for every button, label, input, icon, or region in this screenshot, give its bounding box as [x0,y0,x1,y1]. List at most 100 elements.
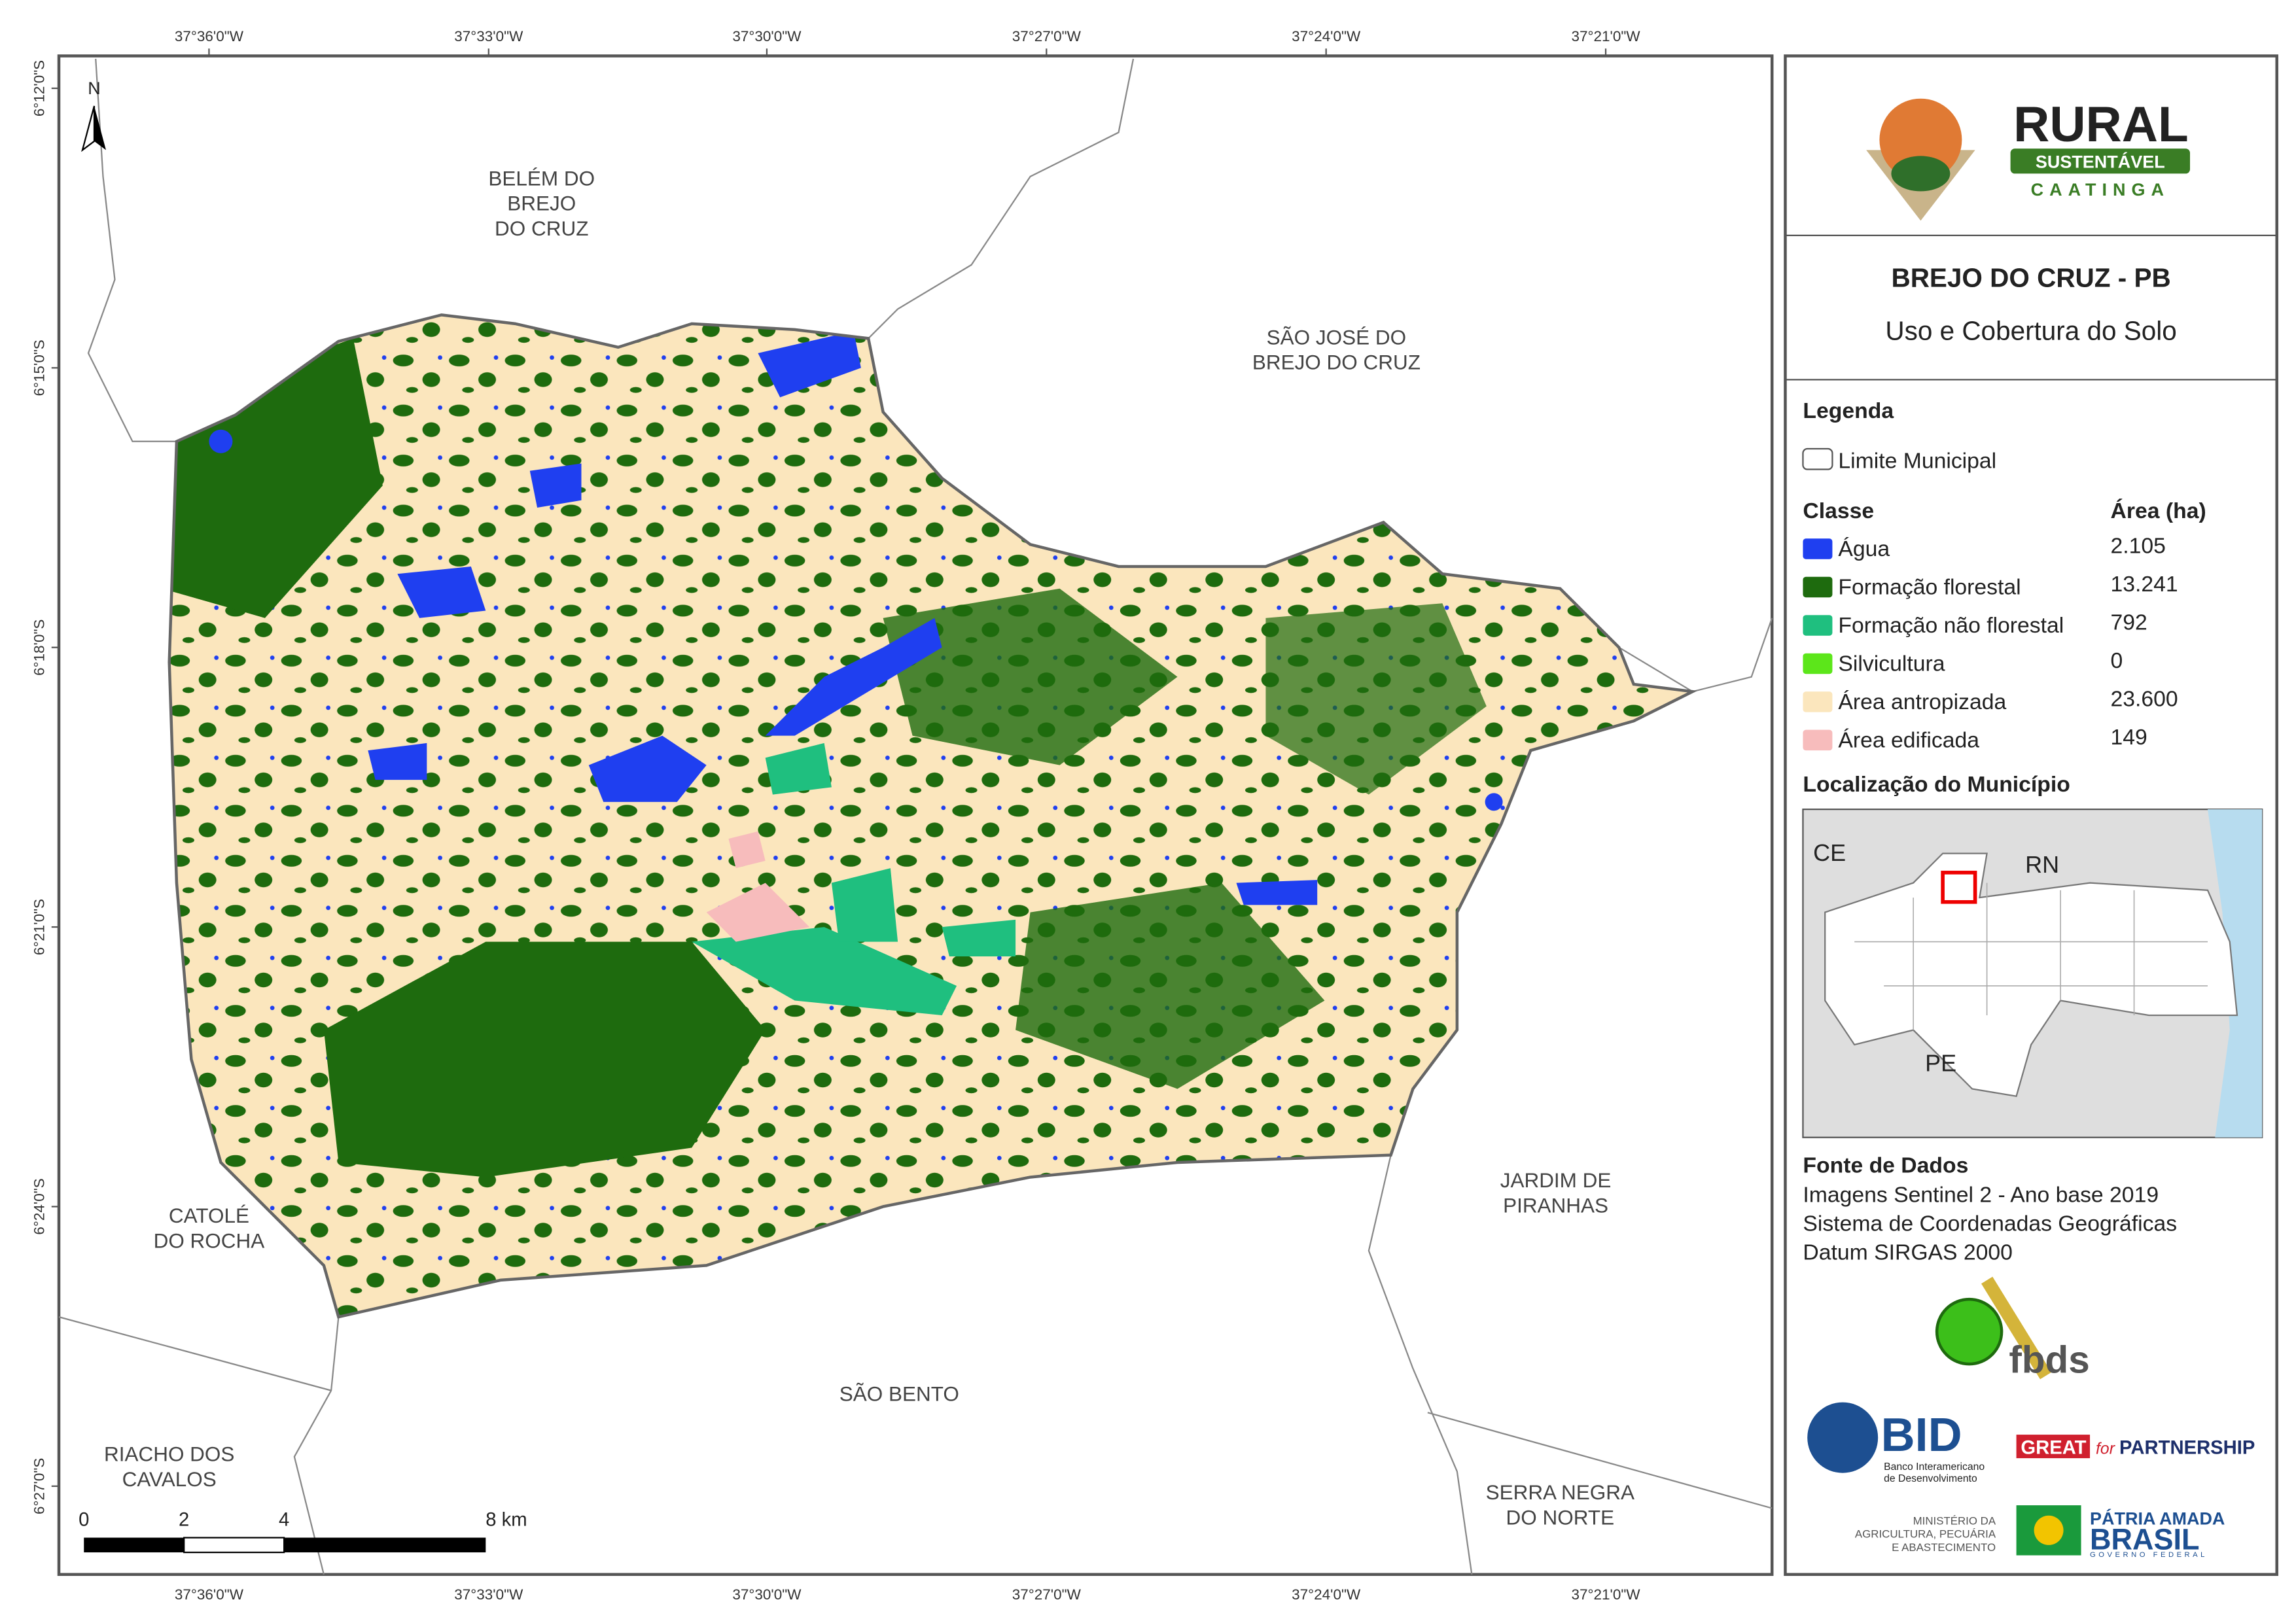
place-name: DO CRUZ [495,217,588,240]
legend-swatch [1803,653,1833,674]
left-coordinate-label: 6°18'0"S [31,620,48,676]
bottom-coordinate-label: 37°24'0"W [1292,1586,1361,1603]
bid-logo: BID [1807,1402,1962,1473]
scale-segment [284,1537,486,1553]
patria-text: PÁTRIA AMADA [2090,1508,2225,1528]
scale-segment [84,1537,185,1553]
logo-title: RURAL [2013,97,2189,152]
sources-heading: Fonte de Dados [1803,1153,1968,1178]
rural-logo: RURAL SUSTENTÁVEL CAATINGA [1866,97,2191,221]
fbds-text: fbds [2009,1339,2089,1382]
place-name: BREJO DO CRUZ [1252,351,1421,374]
legend-swatch [1803,691,1833,712]
bid-name: de Desenvolvimento [1884,1473,1977,1484]
left-coordinate-label: 6°24'0"S [31,1178,48,1234]
great-logo: GREAT for PARTNERSHIP [2016,1435,2255,1458]
legend-class: Formação florestal [1838,575,2021,600]
place-name: CAVALOS [122,1467,217,1491]
legend-area: 23.600 [2111,687,2178,712]
side-panel: RURAL SUSTENTÁVEL CAATINGA BREJO DO CRUZ… [1784,54,2278,1577]
place-name: JARDIM DE [1500,1168,1612,1192]
area-header: Área (ha) [2111,498,2206,523]
scale-label: 0 [79,1510,89,1531]
boundary-label: Limite Municipal [1838,448,1996,473]
logo-region: CAATINGA [2031,180,2170,200]
panel-subtitle: Uso e Cobertura do Solo [1885,316,2176,346]
bid-name: Banco Interamericano [1884,1461,1985,1473]
bottom-coordinate-label: 37°33'0"W [454,1586,523,1603]
class-header: Classe [1803,498,1874,523]
location-marker [1941,871,1977,904]
north-label: N [88,79,101,98]
source-line: Sistema de Coordenadas Geográficas [1803,1212,2177,1236]
ministry-name: AGRICULTURA, PECUÁRIA [1855,1528,1996,1541]
fbds-logo: fbds [1935,1276,2090,1382]
legend-swatch [1803,576,1833,598]
place-name: SÃO BENTO [839,1382,959,1405]
legend-class: Formação não florestal [1838,613,2064,638]
scale-segment [183,1537,285,1554]
great-partnership: PARTNERSHIP [2119,1437,2255,1458]
scale-bar [84,1537,486,1554]
place-name: BELÉM DO [488,166,595,190]
left-coordinate-label: 6°27'0"S [31,1458,48,1514]
bottom-coordinate-label: 37°21'0"W [1572,1586,1641,1603]
panel-title: BREJO DO CRUZ - PB [1891,263,2170,293]
north-arrow: N [81,79,106,152]
left-coordinate-label: 6°15'0"S [31,340,48,396]
legend-class: Silvicultura [1838,652,1945,676]
location-map [1802,809,2263,1138]
brasil-logo: PÁTRIA AMADA BRASIL GOVERNO FEDERAL [2016,1505,2225,1559]
legend-class: Área antropizada [1838,689,2006,714]
bottom-coordinate-label: 37°30'0"W [732,1586,802,1603]
state-label: PE [1925,1050,1956,1077]
legend-class: Água [1838,536,1890,561]
place-name: BREJO [507,192,576,215]
place-name: SERRA NEGRA [1486,1480,1634,1504]
ministry-name: E ABASTECIMENTO [1892,1541,1996,1554]
top-coordinate-label: 37°24'0"W [1292,28,1361,44]
brasil-text: BRASIL [2090,1523,2199,1556]
legend-heading: Legenda [1803,398,1894,423]
left-coordinate-label: 6°12'0"S [31,60,48,116]
great-text: GREAT [2021,1437,2086,1458]
legend-area: 0 [2111,648,2123,673]
legend-area: 149 [2111,725,2147,750]
legend-class: Área edificada [1838,728,1979,753]
source-line: Imagens Sentinel 2 - Ano base 2019 [1803,1183,2159,1208]
legend-swatch [1803,615,1833,636]
left-coordinate-label: 6°21'0"S [31,899,48,955]
neighbor-borders [58,58,1773,1575]
bottom-coordinate-label: 37°27'0"W [1012,1586,1082,1603]
place-name: RIACHO DOS [104,1442,234,1466]
legend-swatch [1803,729,1833,751]
top-coordinate-label: 37°36'0"W [175,28,244,44]
place-name: CATOLÉ [169,1204,249,1227]
state-label: RN [2025,851,2059,878]
governo-text: GOVERNO FEDERAL [2090,1551,2208,1559]
legend-area: 13.241 [2111,572,2178,597]
state-label: CE [1813,839,1846,866]
place-name: DO NORTE [1506,1505,1615,1529]
location-heading: Localização do Município [1803,772,2070,797]
place-name: DO ROCHA [154,1229,265,1252]
bid-text: BID [1881,1409,1962,1461]
boundary-swatch [1802,447,1833,470]
legend-swatch [1803,538,1833,559]
ministry-name: MINISTÉRIO DA [1913,1514,1996,1527]
bottom-coordinate-label: 37°36'0"W [175,1586,244,1603]
scale-label: 4 [279,1510,289,1531]
scale-label: 2 [179,1510,189,1531]
top-coordinate-label: 37°30'0"W [732,28,802,44]
source-line: Datum SIRGAS 2000 [1803,1240,2012,1265]
top-coordinate-label: 37°27'0"W [1012,28,1082,44]
logo-subtitle: SUSTENTÁVEL [2036,151,2165,171]
great-for: for [2096,1440,2116,1457]
place-name: SÃO JOSÉ DO [1267,325,1406,349]
legend-area: 2.105 [2111,534,2166,559]
top-coordinate-label: 37°33'0"W [454,28,523,44]
top-coordinate-label: 37°21'0"W [1572,28,1641,44]
legend-area: 792 [2111,610,2147,635]
place-name: PIRANHAS [1503,1193,1608,1217]
